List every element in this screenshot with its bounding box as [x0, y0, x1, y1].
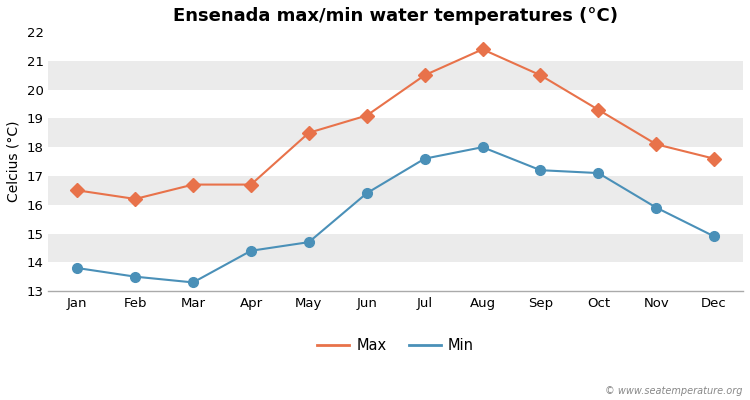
Max [594, 107, 603, 112]
Max [304, 130, 313, 135]
Min [362, 191, 371, 196]
Max [188, 182, 197, 187]
Max [420, 73, 429, 78]
Min [420, 156, 429, 161]
Bar [48, 262, 743, 291]
Bar [48, 176, 743, 205]
Min [130, 274, 140, 279]
Line: Min: Min [73, 142, 719, 287]
Bar [48, 147, 743, 176]
Legend: Max, Min: Max, Min [311, 332, 480, 359]
Min [188, 280, 197, 285]
Max [247, 182, 256, 187]
Title: Ensenada max/min water temperatures (°C): Ensenada max/min water temperatures (°C) [173, 7, 618, 25]
Min [652, 205, 661, 210]
Bar [48, 118, 743, 147]
Bar [48, 234, 743, 262]
Min [478, 145, 487, 150]
Min [536, 168, 545, 172]
Bar [48, 32, 743, 61]
Bar [48, 61, 743, 90]
Min [247, 248, 256, 253]
Min [710, 234, 718, 239]
Max [710, 156, 718, 161]
Max [73, 188, 82, 193]
Max [362, 113, 371, 118]
Min [594, 171, 603, 176]
Line: Max: Max [73, 44, 719, 204]
Y-axis label: Celcius (°C): Celcius (°C) [7, 121, 21, 202]
Text: © www.seatemperature.org: © www.seatemperature.org [605, 386, 742, 396]
Min [73, 266, 82, 270]
Min [304, 240, 313, 244]
Bar [48, 90, 743, 118]
Max [130, 196, 140, 201]
Max [652, 142, 661, 147]
Max [478, 47, 487, 52]
Max [536, 73, 545, 78]
Bar [48, 205, 743, 234]
